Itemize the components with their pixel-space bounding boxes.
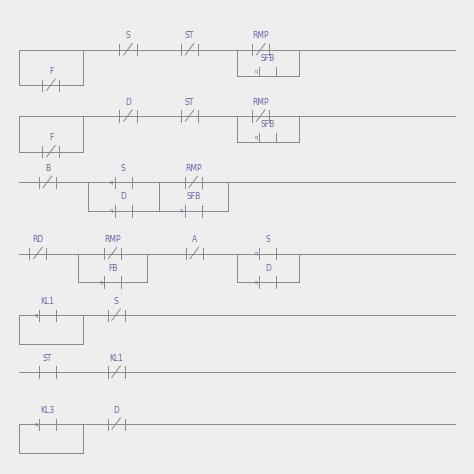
- Text: FB: FB: [108, 264, 118, 273]
- Text: S: S: [121, 164, 126, 173]
- Text: q: q: [255, 251, 258, 256]
- Text: SFB: SFB: [186, 192, 201, 201]
- Text: q: q: [34, 422, 37, 427]
- Text: q: q: [110, 180, 113, 185]
- Text: S: S: [114, 297, 118, 306]
- Text: q: q: [34, 313, 37, 318]
- Text: q: q: [180, 209, 183, 213]
- Text: RD: RD: [32, 235, 44, 244]
- Text: D: D: [113, 406, 119, 415]
- Text: S: S: [265, 235, 270, 244]
- Text: D: D: [125, 98, 131, 107]
- Text: q: q: [255, 135, 258, 140]
- Text: ST: ST: [185, 98, 194, 107]
- Text: q: q: [255, 69, 258, 73]
- Text: KL3: KL3: [40, 406, 55, 415]
- Text: ST: ST: [43, 354, 52, 363]
- Text: RMP: RMP: [104, 235, 121, 244]
- Text: RMP: RMP: [252, 98, 269, 107]
- Text: ST: ST: [185, 31, 194, 40]
- Text: RMP: RMP: [252, 31, 269, 40]
- Text: q: q: [100, 280, 102, 284]
- Text: A: A: [191, 235, 197, 244]
- Text: q: q: [110, 209, 113, 213]
- Text: q: q: [255, 280, 258, 284]
- Text: S: S: [126, 31, 130, 40]
- Text: KL1: KL1: [109, 354, 123, 363]
- Text: KL1: KL1: [40, 297, 55, 306]
- Text: RMP: RMP: [185, 164, 201, 173]
- Text: B: B: [45, 164, 50, 173]
- Text: SFB: SFB: [261, 54, 275, 63]
- Text: F: F: [49, 67, 53, 76]
- Text: D: D: [265, 264, 271, 273]
- Text: F: F: [49, 133, 53, 142]
- Text: SFB: SFB: [261, 120, 275, 129]
- Text: D: D: [120, 192, 126, 201]
